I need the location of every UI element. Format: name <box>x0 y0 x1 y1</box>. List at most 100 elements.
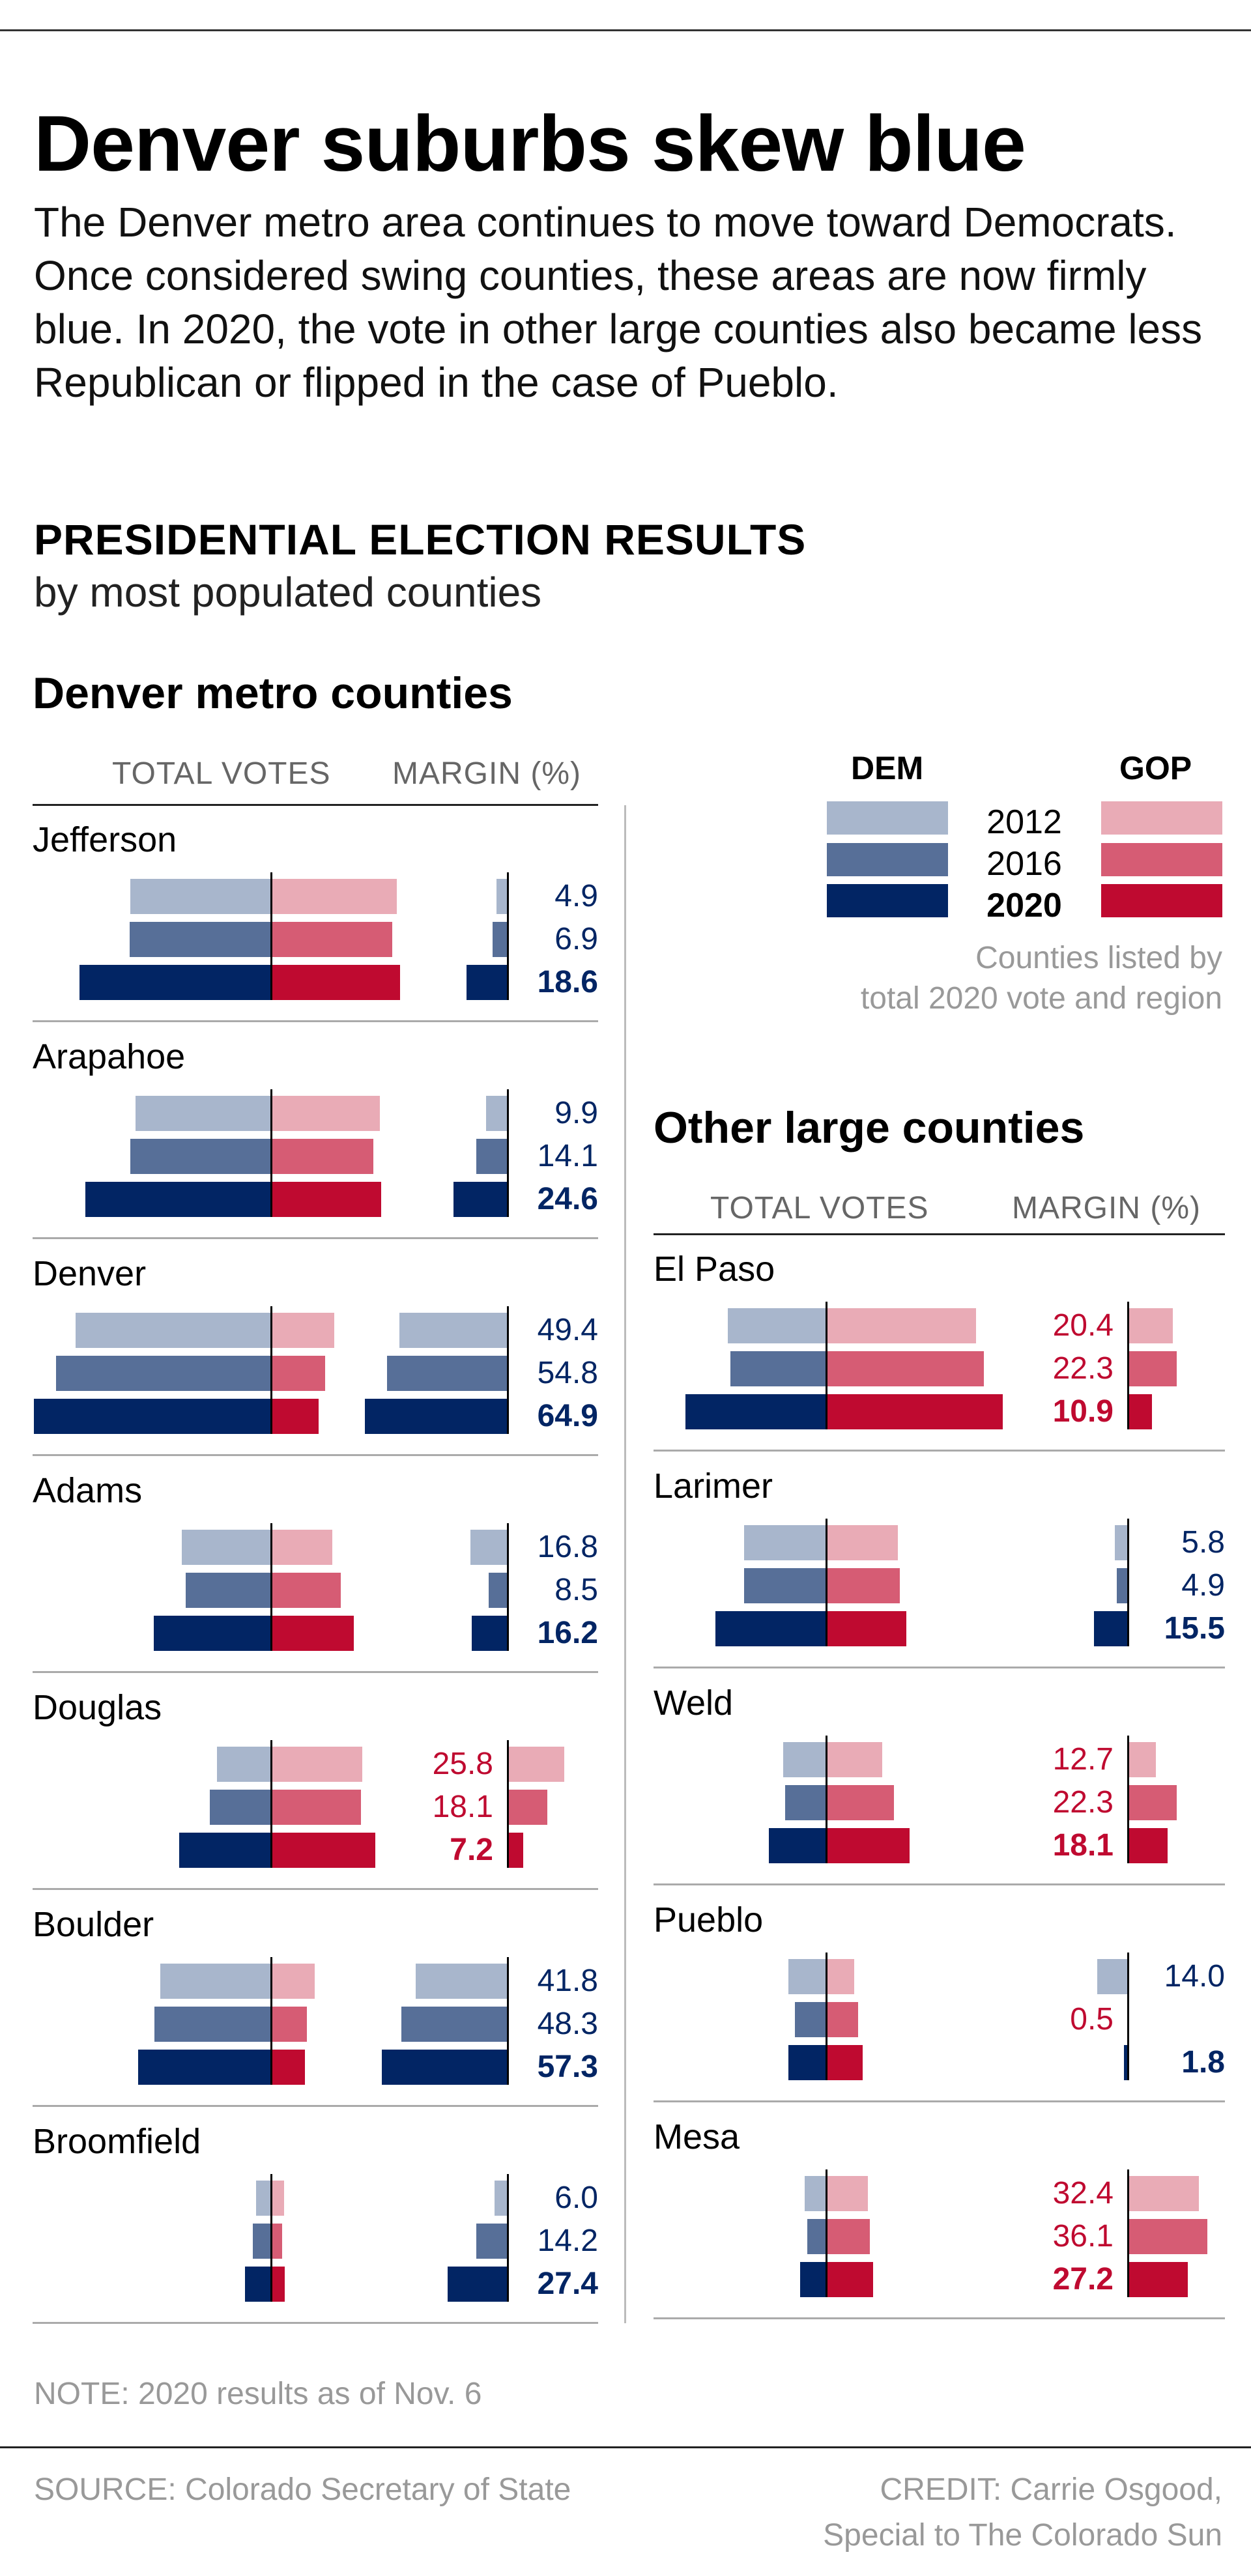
chart-kicker: PRESIDENTIAL ELECTION RESULTS <box>34 515 807 564</box>
bar-dem-votes-arapahoe-2012 <box>135 1096 271 1131</box>
bar-margin-douglas-2016 <box>508 1790 547 1825</box>
bar-margin-weld-2020 <box>1128 1828 1168 1863</box>
section-title-other-large: Other large counties <box>654 1103 1085 1152</box>
margin-label-mesa-2020: 27.2 <box>1052 2262 1114 2297</box>
bar-margin-broomfield-2012 <box>494 2181 508 2216</box>
margin-label-denver-2020: 64.9 <box>537 1399 598 1433</box>
bar-gop-votes-weld-2016 <box>826 1785 894 1820</box>
county-separator-broomfield <box>33 2322 598 2324</box>
margin-label-arapahoe-2016: 14.1 <box>537 1139 598 1173</box>
bar-dem-votes-weld-2012 <box>783 1742 826 1777</box>
bar-gop-votes-mesa-2016 <box>826 2219 870 2254</box>
top-rule <box>0 29 1251 31</box>
bar-gop-votes-mesa-2012 <box>826 2176 868 2211</box>
bar-dem-votes-pueblo-2020 <box>788 2045 826 2080</box>
bar-gop-votes-larimer-2020 <box>826 1611 907 1646</box>
bar-gop-votes-adams-2012 <box>271 1530 333 1565</box>
bar-gop-votes-boulder-2012 <box>271 1964 315 1999</box>
votes-axis-jefferson <box>270 872 272 1000</box>
bar-dem-votes-adams-2012 <box>181 1530 271 1565</box>
bar-dem-votes-jefferson-2020 <box>79 965 271 1000</box>
bar-dem-votes-boulder-2012 <box>160 1964 271 1999</box>
bar-gop-votes-el-paso-2012 <box>826 1308 977 1343</box>
bar-gop-votes-douglas-2020 <box>271 1833 376 1868</box>
margin-label-el-paso-2012: 20.4 <box>1052 1308 1114 1343</box>
column-header-total-votes-right: TOTAL VOTES <box>710 1191 929 1225</box>
margin-axis-pueblo <box>1127 1953 1129 2080</box>
margin-label-weld-2020: 18.1 <box>1052 1828 1114 1863</box>
bar-dem-votes-arapahoe-2016 <box>130 1139 271 1174</box>
county-separator-adams <box>33 1671 598 1673</box>
county-separator-arapahoe <box>33 1237 598 1239</box>
bar-dem-votes-denver-2012 <box>75 1313 271 1348</box>
votes-axis-boulder <box>270 1957 272 2085</box>
legend-swatch-gop-2016 <box>1101 843 1222 876</box>
bar-gop-votes-boulder-2016 <box>271 2007 307 2042</box>
bar-margin-jefferson-2012 <box>496 879 508 914</box>
bar-margin-broomfield-2016 <box>476 2224 508 2259</box>
county-separator-denver <box>33 1454 598 1456</box>
margin-axis-el-paso <box>1127 1302 1129 1429</box>
bar-dem-votes-douglas-2012 <box>217 1747 271 1782</box>
margin-label-boulder-2012: 41.8 <box>537 1964 598 1998</box>
margin-axis-douglas <box>507 1740 509 1868</box>
bar-dem-votes-douglas-2016 <box>209 1790 271 1825</box>
section-title-denver-metro: Denver metro counties <box>33 668 513 718</box>
column-header-margin-right: MARGIN (%) <box>1012 1191 1201 1225</box>
margin-label-larimer-2020: 15.5 <box>1164 1611 1225 1646</box>
bar-gop-votes-broomfield-2020 <box>271 2267 285 2302</box>
margin-label-el-paso-2016: 22.3 <box>1052 1351 1114 1386</box>
bar-margin-jefferson-2016 <box>492 922 508 957</box>
bar-margin-jefferson-2020 <box>467 965 508 1000</box>
bar-margin-adams-2012 <box>470 1530 508 1565</box>
county-separator-pueblo <box>654 2100 1225 2102</box>
county-name-mesa: Mesa <box>654 2117 740 2156</box>
bar-dem-votes-mesa-2012 <box>805 2176 826 2211</box>
legend-swatch-dem-2020 <box>827 884 948 917</box>
footer-source: SOURCE: Colorado Secretary of State <box>34 2472 571 2507</box>
margin-label-douglas-2020: 7.2 <box>450 1833 493 1867</box>
bar-margin-mesa-2016 <box>1128 2219 1207 2254</box>
bar-dem-votes-boulder-2020 <box>138 2050 271 2085</box>
county-name-jefferson: Jefferson <box>33 820 177 859</box>
footer-credit-line1: CREDIT: Carrie Osgood, <box>880 2472 1223 2507</box>
bar-gop-votes-larimer-2016 <box>826 1568 900 1603</box>
bar-margin-el-paso-2016 <box>1128 1351 1177 1386</box>
chart-subtitle: by most populated counties <box>34 569 542 616</box>
footer-rule <box>0 2446 1251 2448</box>
bar-margin-pueblo-2020 <box>1123 2045 1128 2080</box>
bar-margin-weld-2012 <box>1128 1742 1156 1777</box>
county-name-larimer: Larimer <box>654 1467 773 1506</box>
county-name-denver: Denver <box>33 1254 147 1293</box>
bar-gop-votes-broomfield-2012 <box>271 2181 284 2216</box>
bar-margin-denver-2016 <box>387 1356 508 1391</box>
bar-margin-broomfield-2020 <box>447 2267 508 2302</box>
county-name-broomfield: Broomfield <box>33 2122 201 2161</box>
bar-gop-votes-el-paso-2020 <box>826 1394 1003 1429</box>
bar-gop-votes-arapahoe-2020 <box>271 1182 381 1217</box>
bar-gop-votes-jefferson-2012 <box>271 879 397 914</box>
bar-margin-boulder-2016 <box>401 2007 508 2042</box>
margin-label-larimer-2016: 4.9 <box>1181 1568 1225 1603</box>
votes-axis-pueblo <box>826 1953 827 2080</box>
bar-margin-weld-2016 <box>1128 1785 1177 1820</box>
bar-margin-douglas-2020 <box>508 1833 524 1868</box>
votes-axis-denver <box>270 1306 272 1434</box>
margin-label-weld-2016: 22.3 <box>1052 1785 1114 1820</box>
votes-axis-adams <box>270 1523 272 1651</box>
bar-margin-boulder-2012 <box>416 1964 508 1999</box>
margin-label-el-paso-2020: 10.9 <box>1052 1394 1114 1429</box>
bar-dem-votes-pueblo-2016 <box>795 2002 826 2037</box>
bar-margin-adams-2020 <box>472 1616 508 1651</box>
bar-gop-votes-el-paso-2016 <box>826 1351 984 1386</box>
bar-dem-votes-broomfield-2012 <box>255 2181 271 2216</box>
votes-axis-arapahoe <box>270 1089 272 1217</box>
column-header-margin: MARGIN (%) <box>392 756 581 791</box>
margin-label-denver-2012: 49.4 <box>537 1313 598 1347</box>
bar-gop-votes-denver-2016 <box>271 1356 325 1391</box>
intro-text: The Denver metro area continues to move … <box>34 199 1203 406</box>
county-separator-jefferson <box>33 1020 598 1022</box>
margin-axis-denver <box>507 1306 509 1434</box>
bar-gop-votes-arapahoe-2016 <box>271 1139 373 1174</box>
county-separator-douglas <box>33 1888 598 1890</box>
